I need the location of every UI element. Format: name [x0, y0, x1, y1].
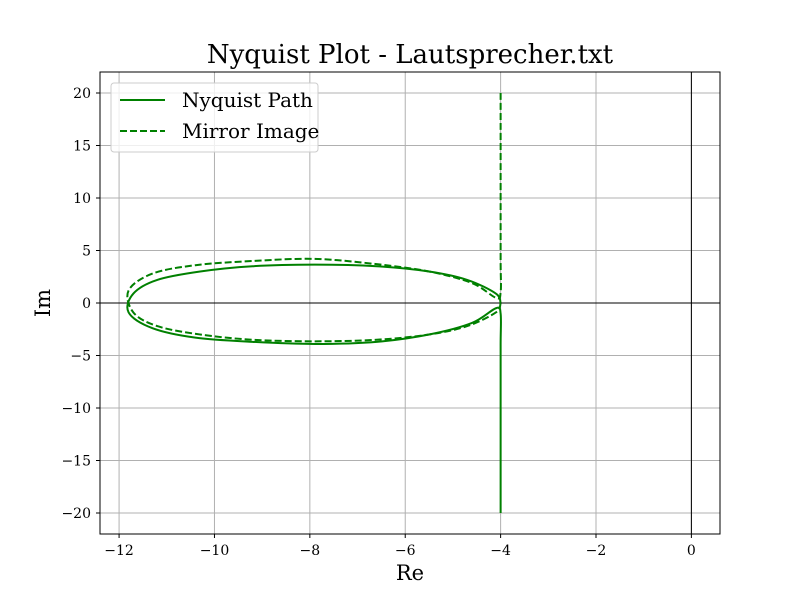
x-tick-label: −12	[104, 543, 134, 559]
y-tick-label: −10	[61, 401, 91, 417]
legend-label-nyquist-path: Nyquist Path	[182, 88, 313, 112]
x-axis-label: Re	[396, 561, 424, 585]
x-tick-label: 0	[687, 543, 696, 559]
x-tick-label: −6	[395, 543, 416, 559]
x-tick-label: −8	[300, 543, 321, 559]
y-tick-label: 0	[82, 296, 91, 312]
legend-label-mirror-image: Mirror Image	[182, 119, 319, 143]
series-mirror-image	[126, 93, 502, 343]
reference-lines	[100, 72, 720, 534]
y-axis-label: Im	[31, 289, 55, 317]
y-tick-label: 15	[73, 139, 91, 155]
x-tick-label: −10	[200, 543, 230, 559]
y-tick-label: 5	[82, 244, 91, 260]
y-tick-label: 20	[73, 86, 91, 102]
x-tick-label: −2	[586, 543, 607, 559]
y-tick-label: −5	[70, 349, 91, 365]
plot-series	[126, 93, 502, 513]
y-tick-label: −20	[61, 506, 91, 522]
x-tick-label: −4	[490, 543, 511, 559]
y-tick-label: 10	[73, 191, 91, 207]
series-nyquist-path	[126, 263, 502, 513]
legend: Nyquist Path Mirror Image	[110, 82, 319, 153]
y-tick-label: −15	[61, 454, 91, 470]
chart-title: Nyquist Plot - Lautsprecher.txt	[207, 40, 614, 70]
